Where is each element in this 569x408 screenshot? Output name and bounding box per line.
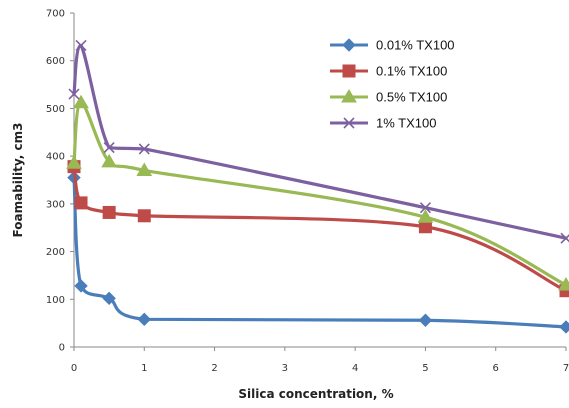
- data-point: [73, 94, 89, 109]
- data-point: [75, 39, 87, 52]
- x-tick-label: 7: [563, 363, 569, 374]
- legend-label: 0.5% TX100: [376, 90, 447, 105]
- data-point: [103, 141, 115, 154]
- data-point: [560, 232, 569, 244]
- data-point: [74, 196, 88, 210]
- data-point: [101, 153, 118, 168]
- series-0: [67, 170, 569, 334]
- data-point: [419, 202, 431, 214]
- series-layer: [66, 39, 569, 334]
- y-tick-label: 600: [46, 56, 65, 67]
- y-tick-label: 200: [46, 247, 65, 258]
- data-point: [102, 291, 116, 306]
- series-1: [67, 160, 569, 298]
- data-point: [138, 143, 150, 155]
- data-point: [137, 312, 151, 327]
- x-tick-label: 0: [71, 363, 77, 374]
- data-point: [102, 205, 116, 219]
- y-tick-label: 100: [46, 295, 65, 306]
- axes: [73, 13, 566, 348]
- data-point: [68, 88, 80, 100]
- x-tick-label: 6: [493, 363, 499, 374]
- x-axis-title: Silica concentration, %: [238, 387, 393, 401]
- legend: 0.01% TX100 0.1% TX100 0.5% TX100 1% TX100: [330, 38, 455, 131]
- data-point: [418, 313, 433, 327]
- series-3: [68, 39, 569, 244]
- series-2: [66, 94, 569, 291]
- legend-marker: [342, 64, 356, 78]
- legend-item: 1% TX100: [330, 116, 436, 131]
- legend-label: 1% TX100: [376, 116, 436, 131]
- series-line: [72, 101, 568, 287]
- legend-item: 0.01% TX100: [330, 38, 455, 53]
- y-tick-label: 0: [59, 343, 65, 354]
- data-point: [74, 279, 88, 293]
- y-tick-labels: 0 100 200 300 400 500 600 700: [46, 9, 74, 354]
- series-line: [72, 176, 568, 329]
- data-point: [136, 162, 153, 176]
- x-tick-labels: 0 1 2 3 4 5 6 7: [71, 347, 569, 374]
- legend-label: 0.1% TX100: [376, 64, 447, 79]
- x-tick-label: 5: [422, 363, 428, 374]
- legend-marker: [341, 89, 357, 103]
- legend-item: 0.5% TX100: [330, 89, 447, 105]
- y-tick-label: 500: [46, 104, 65, 115]
- legend-item: 0.1% TX100: [330, 64, 447, 79]
- data-point: [137, 209, 151, 223]
- x-tick-label: 4: [352, 363, 358, 374]
- y-axis-title: Foamability, cm3: [11, 123, 25, 238]
- x-tick-label: 3: [282, 363, 288, 374]
- x-tick-label: 2: [211, 363, 217, 374]
- y-tick-label: 700: [46, 9, 65, 20]
- legend-marker: [342, 38, 356, 52]
- data-point: [558, 276, 569, 291]
- legend-marker: [343, 117, 355, 129]
- legend-label: 0.01% TX100: [376, 38, 455, 53]
- data-point: [559, 320, 569, 334]
- data-point: [66, 155, 82, 169]
- x-tick-label: 1: [141, 363, 147, 374]
- y-tick-label: 400: [46, 152, 65, 163]
- data-point: [417, 209, 434, 223]
- y-tick-label: 300: [46, 199, 65, 210]
